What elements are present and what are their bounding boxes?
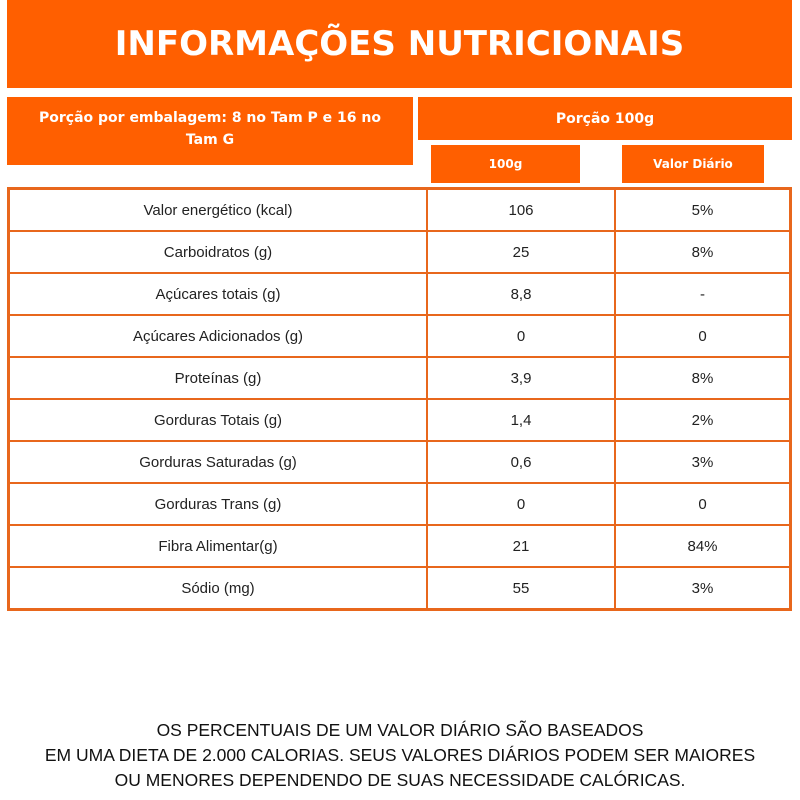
nutrient-name: Gorduras Totais (g): [7, 398, 428, 442]
nutrition-table: Valor energético (kcal) 106 5% Carboidratos…: [7, 187, 792, 611]
value-100g: 0: [426, 314, 616, 358]
table-row: Açúcares Adicionados (g) 0 0: [7, 314, 792, 358]
nutrient-name: Gorduras Saturadas (g): [7, 440, 428, 484]
value-100g: 3,9: [426, 356, 616, 400]
nutrient-name: Valor energético (kcal): [7, 187, 428, 232]
daily-value: 0: [614, 314, 792, 358]
table-row: Gorduras Saturadas (g) 0,6 3%: [7, 440, 792, 484]
footnote: OS PERCENTUAIS DE UM VALOR DIÁRIO SÃO BA…: [0, 718, 800, 793]
page-title: INFORMAÇÕES NUTRICIONAIS: [7, 0, 792, 88]
column-header-daily-value: Valor Diário: [622, 145, 764, 183]
portion-per-package: Porção por embalagem: 8 no Tam P e 16 no…: [7, 97, 413, 165]
daily-value: 0: [614, 482, 792, 526]
daily-value: -: [614, 272, 792, 316]
portion-header: Porção 100g: [418, 97, 792, 140]
nutrient-name: Açúcares totais (g): [7, 272, 428, 316]
nutrient-name: Gorduras Trans (g): [7, 482, 428, 526]
value-100g: 55: [426, 566, 616, 611]
table-row: Açúcares totais (g) 8,8-: [7, 272, 792, 316]
value-100g: 0: [426, 482, 616, 526]
nutrient-name: Sódio (mg): [7, 566, 428, 611]
daily-value: 2%: [614, 398, 792, 442]
value-100g: 0,6: [426, 440, 616, 484]
table-row: Valor energético (kcal) 106 5%: [7, 187, 792, 232]
daily-value: 3%: [614, 440, 792, 484]
value-100g: 8,8: [426, 272, 616, 316]
nutrient-name: Fibra Alimentar(g): [7, 524, 428, 568]
table-row: Fibra Alimentar(g) 21 84%: [7, 524, 792, 568]
table-row: Gorduras Totais (g) 1,4 2%: [7, 398, 792, 442]
value-100g: 106: [426, 187, 616, 232]
daily-value: 8%: [614, 356, 792, 400]
nutrient-name: Proteínas (g): [7, 356, 428, 400]
column-header-100g: 100g: [431, 145, 580, 183]
value-100g: 25: [426, 230, 616, 274]
table-row: Proteínas (g) 3,9 8%: [7, 356, 792, 400]
daily-value: 8%: [614, 230, 792, 274]
daily-value: 3%: [614, 566, 792, 611]
footnote-line: EM UMA DIETA DE 2.000 CALORIAS. SEUS VAL…: [44, 745, 756, 765]
table-row: Carboidratos (g) 25 8%: [7, 230, 792, 274]
daily-value: 84%: [614, 524, 792, 568]
value-100g: 21: [426, 524, 616, 568]
table-row: Gorduras Trans (g) 0 0: [7, 482, 792, 526]
nutrient-name: Açúcares Adicionados (g): [7, 314, 428, 358]
footnote-line: OU MENORES DEPENDENDO DE SUAS NECESSIDAD…: [114, 770, 686, 790]
value-100g: 1,4: [426, 398, 616, 442]
nutrient-name: Carboidratos (g): [7, 230, 428, 274]
daily-value: 5%: [614, 187, 792, 232]
footnote-line: OS PERCENTUAIS DE UM VALOR DIÁRIO SÃO BA…: [156, 720, 644, 740]
table-row: Sódio (mg) 55 3%: [7, 566, 792, 611]
